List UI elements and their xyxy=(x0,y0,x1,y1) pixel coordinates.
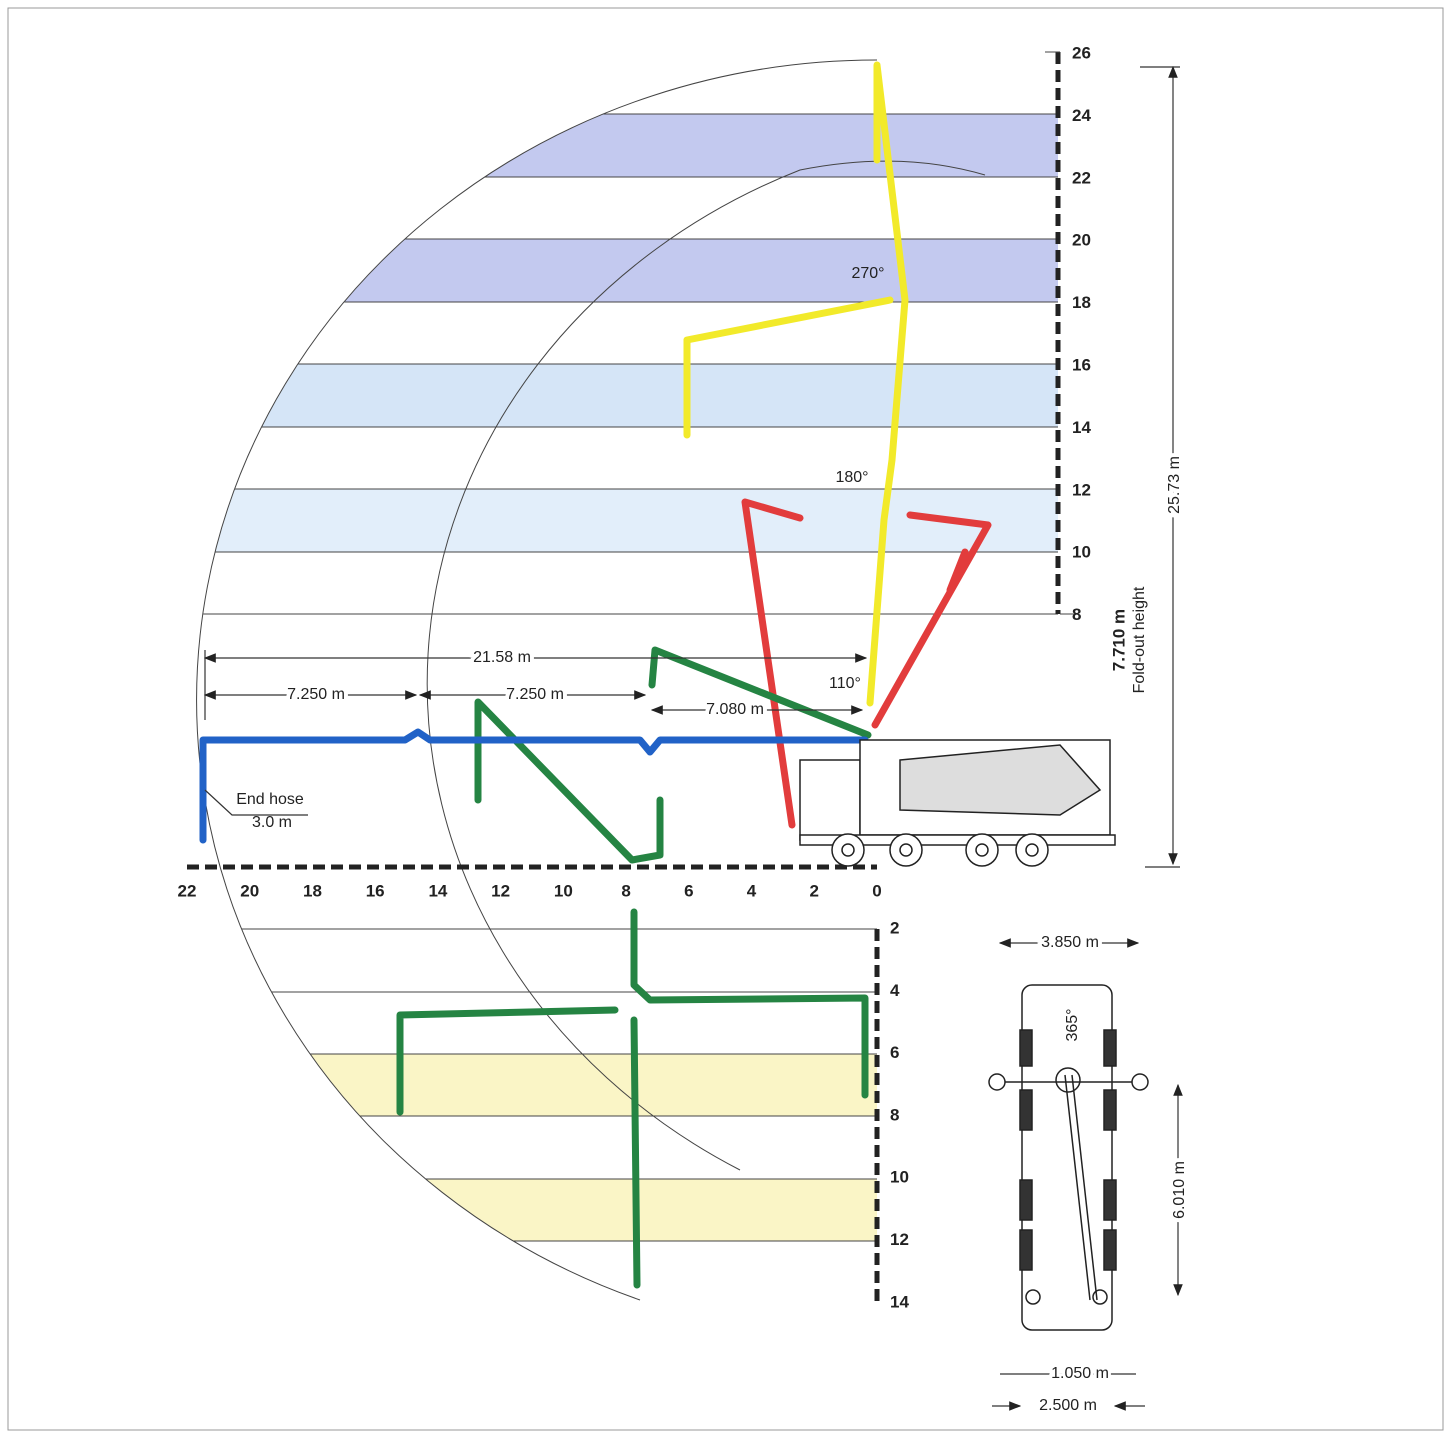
reach-bands xyxy=(197,364,1058,427)
height-label: 10 xyxy=(1072,543,1091,562)
truck-side xyxy=(841,843,855,857)
truck-top xyxy=(1019,1089,1033,1131)
booms xyxy=(630,908,869,1099)
truck-top xyxy=(1064,1074,1098,1301)
angle-label: 270° xyxy=(851,265,884,282)
outer-envelope xyxy=(196,59,878,1301)
height-label: 24 xyxy=(1072,106,1091,125)
fold-out-height: 7.710 m xyxy=(1109,609,1128,671)
reach-label: 14 xyxy=(428,881,447,900)
truck-side xyxy=(899,843,913,857)
truck-top xyxy=(1055,1067,1081,1093)
truck-top xyxy=(1025,1289,1041,1305)
end-hose-label: End hose xyxy=(236,791,304,808)
max-height: 25.73 m xyxy=(1166,456,1183,514)
truck-top xyxy=(1103,1229,1117,1271)
reach-label: 20 xyxy=(240,881,259,900)
reach-label: 18 xyxy=(303,881,322,900)
reach-label: 8 xyxy=(621,881,630,900)
angle-label: 180° xyxy=(835,469,868,486)
height-label: 12 xyxy=(1072,480,1091,499)
truck-top xyxy=(1019,1029,1033,1067)
height-label: 18 xyxy=(1072,293,1091,312)
truck-top xyxy=(988,984,1149,1331)
section-3: 7.080 m xyxy=(706,701,764,718)
dimensions xyxy=(203,65,1183,1411)
reach-bands xyxy=(197,1179,877,1241)
truck-side xyxy=(1025,843,1039,857)
booms xyxy=(946,548,969,594)
booms xyxy=(630,1016,641,1289)
truck-top xyxy=(988,1073,1006,1091)
depth-label: 2 xyxy=(890,918,899,937)
inner-envelope xyxy=(426,160,986,1171)
truck-side xyxy=(899,744,1102,816)
vehicle-width: 2.500 m xyxy=(1039,1397,1097,1414)
outrigger-spacing: 6.010 m xyxy=(1171,1161,1188,1219)
truck-top xyxy=(1103,1089,1117,1131)
depth-label: 6 xyxy=(890,1043,899,1062)
section-1: 7.250 m xyxy=(287,686,345,703)
truck-side xyxy=(799,739,1116,867)
booms xyxy=(199,61,992,1289)
booms xyxy=(683,296,894,439)
truck-top xyxy=(1103,1179,1117,1221)
depth-label: 10 xyxy=(890,1168,909,1187)
slew-angle: 365° xyxy=(1064,1008,1081,1041)
labels: 21.58 m 7.250 m 7.250 m 7.080 m 110° 180… xyxy=(236,265,1192,1414)
frame xyxy=(7,7,1444,1431)
height-label: 20 xyxy=(1072,231,1091,250)
depth-label: 12 xyxy=(890,1230,909,1249)
reach-bands xyxy=(197,489,1058,552)
booms xyxy=(199,728,869,844)
reach-label: 16 xyxy=(366,881,385,900)
depth-label: 14 xyxy=(890,1292,909,1311)
truck-top xyxy=(1092,1289,1108,1305)
depth-label: 8 xyxy=(890,1105,899,1124)
end-hose-length: 3.0 m xyxy=(252,814,292,831)
truck-side xyxy=(799,834,1116,846)
depth-label: 4 xyxy=(890,981,900,1000)
reach-label: 4 xyxy=(747,881,757,900)
axes xyxy=(187,51,1075,1303)
truck-side xyxy=(799,759,861,841)
fold-out-label: Fold-out height xyxy=(1131,586,1148,693)
height-label: 22 xyxy=(1072,168,1091,187)
booms xyxy=(871,511,992,729)
truck-top xyxy=(1019,1179,1033,1221)
truck-top xyxy=(1019,1029,1117,1271)
height-label: 26 xyxy=(1072,43,1091,62)
truck-side xyxy=(975,843,989,857)
outrigger-width: 3.850 m xyxy=(1041,934,1099,951)
reach-label: 2 xyxy=(810,881,819,900)
reach-bands xyxy=(197,1054,877,1116)
total-reach: 21.58 m xyxy=(473,649,531,666)
booms xyxy=(866,61,909,707)
height-label: 14 xyxy=(1072,418,1091,437)
booms xyxy=(396,1006,619,1116)
booms xyxy=(741,498,804,829)
reach-label: 0 xyxy=(872,881,881,900)
height-label: 8 xyxy=(1072,605,1081,624)
rear-width: 1.050 m xyxy=(1051,1365,1109,1382)
truck-top xyxy=(1019,1229,1033,1271)
section-2: 7.250 m xyxy=(506,686,564,703)
reach-label: 10 xyxy=(554,881,573,900)
reach-label: 22 xyxy=(178,881,197,900)
booms xyxy=(474,698,664,864)
truck-top xyxy=(1103,1029,1117,1067)
reach-bands xyxy=(197,114,1058,177)
height-label: 16 xyxy=(1072,355,1091,374)
truck-top xyxy=(1131,1073,1149,1091)
truck-top xyxy=(1021,984,1113,1331)
reach-label: 12 xyxy=(491,881,510,900)
dimensions xyxy=(204,789,308,816)
angle-label: 110° xyxy=(829,675,861,692)
reach-label: 6 xyxy=(684,881,693,900)
booms xyxy=(648,646,872,739)
